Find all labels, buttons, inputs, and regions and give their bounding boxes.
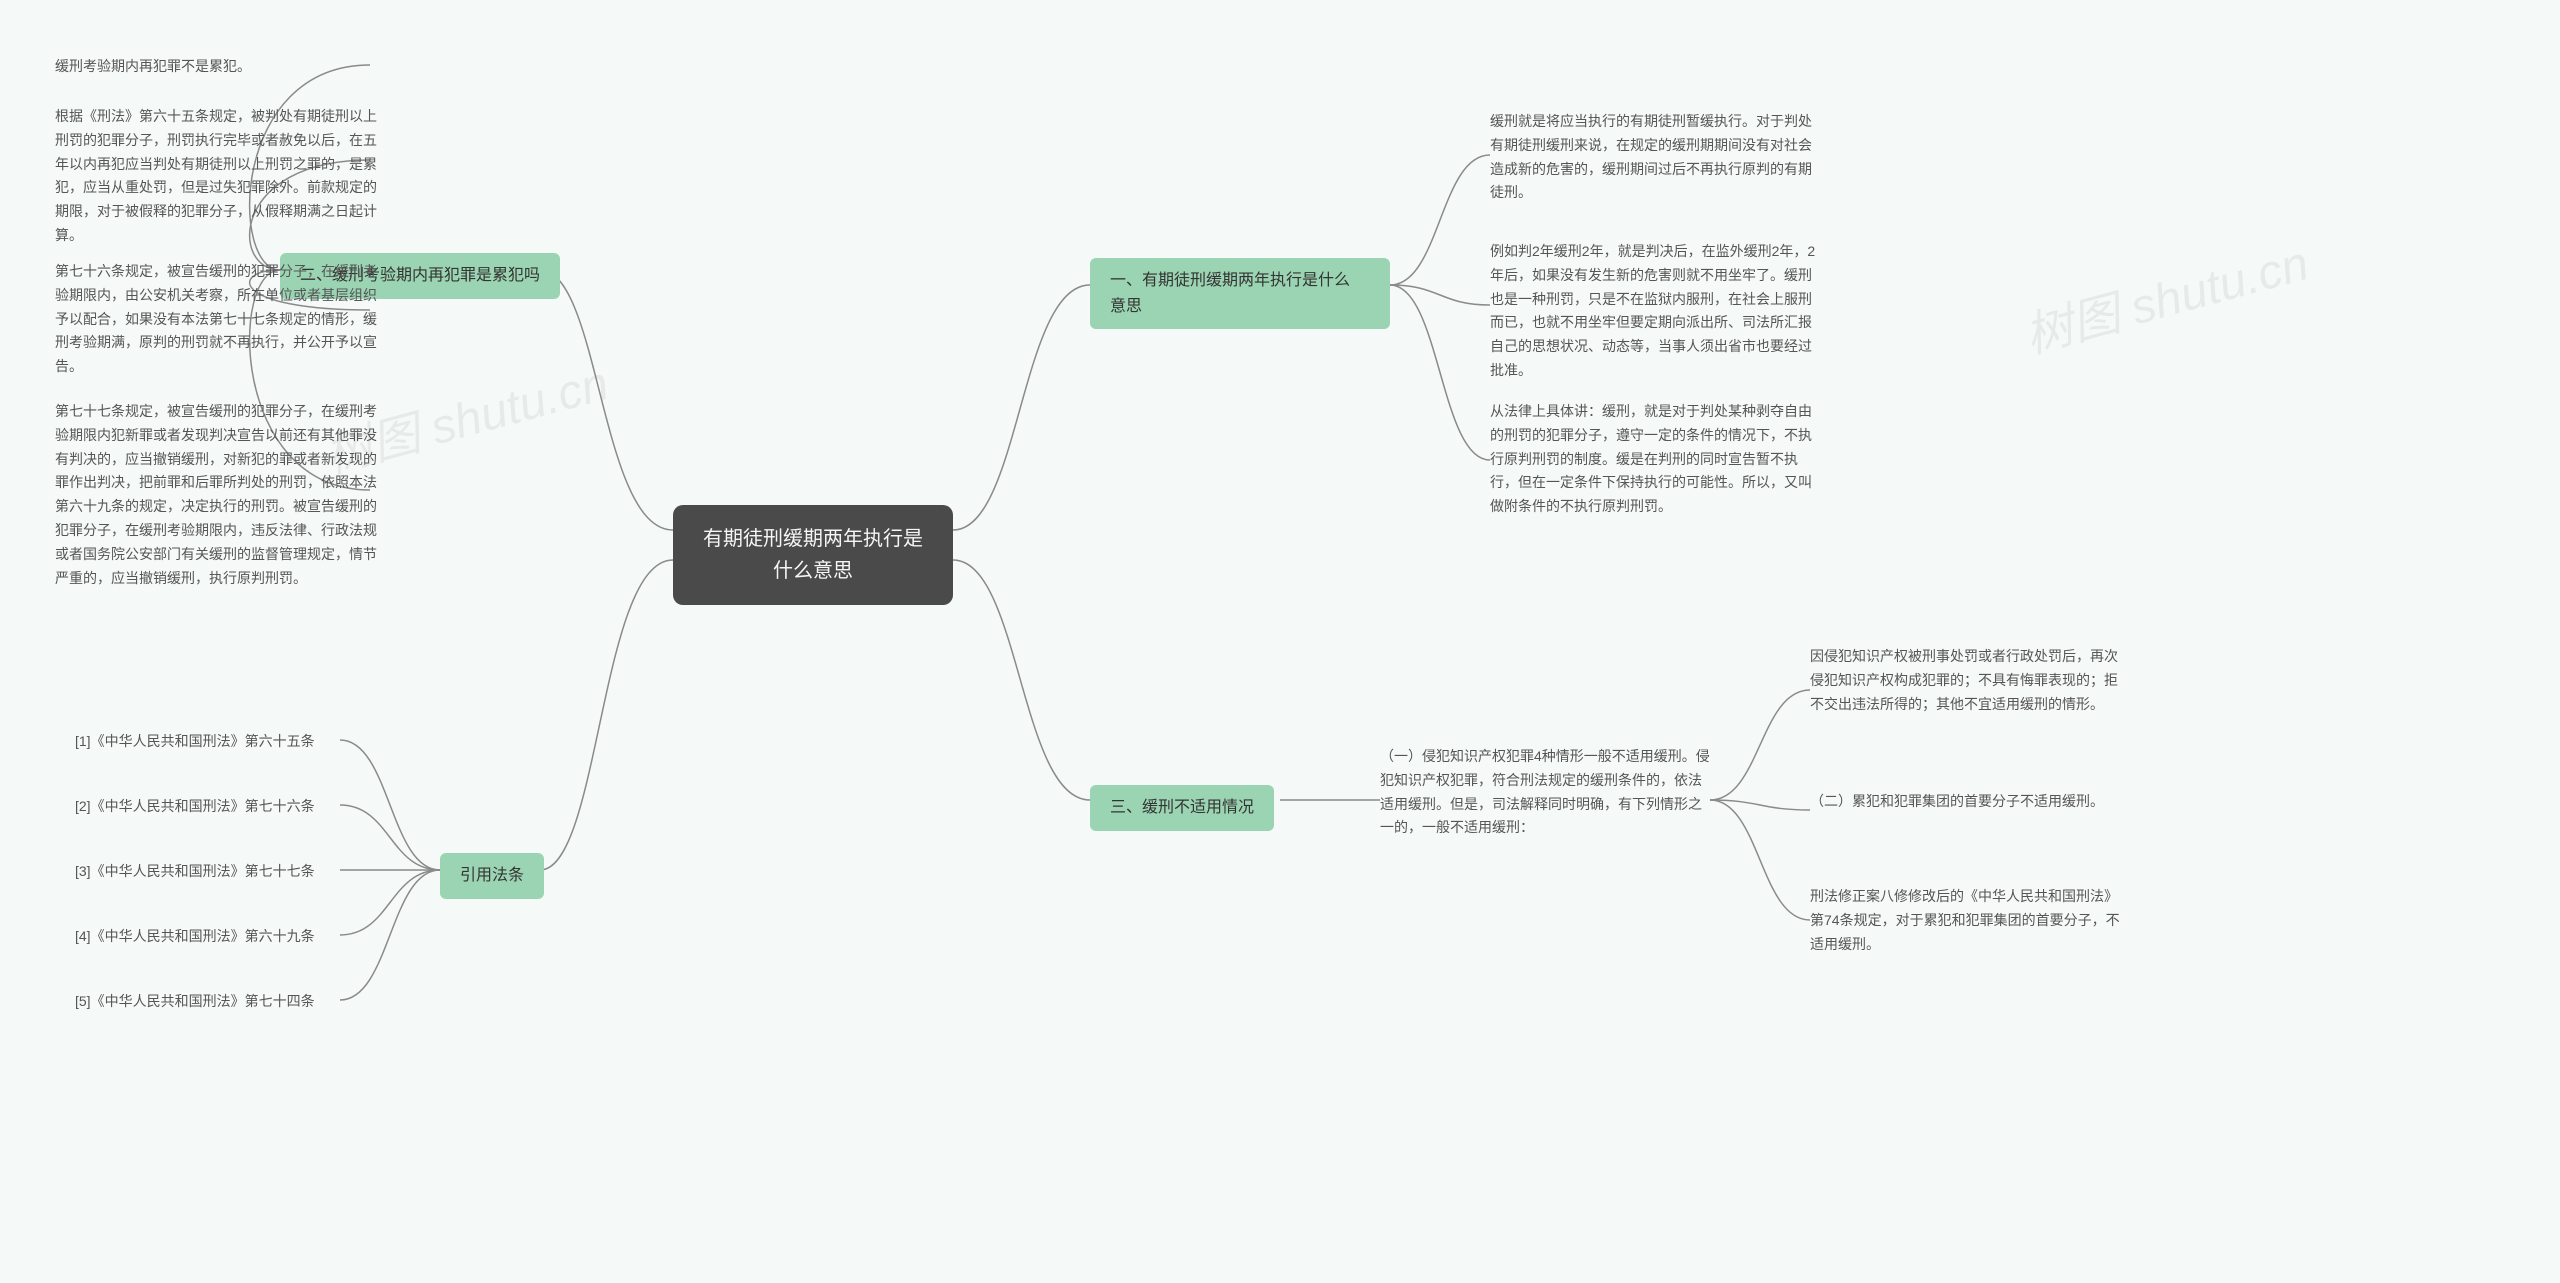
branch2-leaf4: 第七十七条规定，被宣告缓刑的犯罪分子，在缓刑考验期限内犯新罪或者发现判决宣告以前… xyxy=(55,400,385,590)
branch-1-title: 一、有期徒刑缓期两年执行是什么 xyxy=(1110,268,1370,294)
branch-3: 三、缓刑不适用情况 xyxy=(1090,785,1274,831)
branch3-sub2: （二）累犯和犯罪集团的首要分子不适用缓刑。 xyxy=(1810,790,2104,814)
branch1-leaf1: 缓刑就是将应当执行的有期徒刑暂缓执行。对于判处有期徒刑缓刑来说，在规定的缓刑期期… xyxy=(1490,110,1820,205)
branch3-sub3: 刑法修正案八修修改后的《中华人民共和国刑法》第74条规定，对于累犯和犯罪集团的首… xyxy=(1810,885,2120,956)
branch-4: 引用法条 xyxy=(440,853,544,899)
watermark-2: 树图 shutu.cn xyxy=(2016,224,2315,367)
branch3-leaf1: （一）侵犯知识产权犯罪4种情形一般不适用缓刑。侵犯知识产权犯罪，符合刑法规定的缓… xyxy=(1380,745,1710,840)
branch4-leaf3: [3]《中华人民共和国刑法》第七十七条 xyxy=(75,860,315,884)
branch-1: 一、有期徒刑缓期两年执行是什么 意思 xyxy=(1090,258,1390,329)
branch-3-title: 三、缓刑不适用情况 xyxy=(1110,799,1254,816)
branch4-leaf4: [4]《中华人民共和国刑法》第六十九条 xyxy=(75,925,315,949)
root-title-line2: 什么意思 xyxy=(701,555,925,587)
branch1-leaf3: 从法律上具体讲：缓刑，就是对于判处某种剥夺自由的刑罚的犯罪分子，遵守一定的条件的… xyxy=(1490,400,1820,519)
branch4-leaf1: [1]《中华人民共和国刑法》第六十五条 xyxy=(75,730,315,754)
root-node: 有期徒刑缓期两年执行是 什么意思 xyxy=(673,505,953,605)
branch2-leaf3: 第七十六条规定，被宣告缓刑的犯罪分子，在缓刑考验期限内，由公安机关考察，所在单位… xyxy=(55,260,385,379)
branch3-sub1: 因侵犯知识产权被刑事处罚或者行政处罚后，再次侵犯知识产权构成犯罪的；不具有悔罪表… xyxy=(1810,645,2120,716)
branch2-leaf1: 缓刑考验期内再犯罪不是累犯。 xyxy=(55,55,251,79)
branch4-leaf5: [5]《中华人民共和国刑法》第七十四条 xyxy=(75,990,315,1014)
root-title-line1: 有期徒刑缓期两年执行是 xyxy=(701,523,925,555)
branch-4-title: 引用法条 xyxy=(460,867,524,884)
branch-1-title-line2: 意思 xyxy=(1110,294,1370,320)
branch2-leaf2: 根据《刑法》第六十五条规定，被判处有期徒刑以上刑罚的犯罪分子，刑罚执行完毕或者赦… xyxy=(55,105,385,248)
branch4-leaf2: [2]《中华人民共和国刑法》第七十六条 xyxy=(75,795,315,819)
branch1-leaf2: 例如判2年缓刑2年，就是判决后，在监外缓刑2年，2年后，如果没有发生新的危害则就… xyxy=(1490,240,1820,383)
